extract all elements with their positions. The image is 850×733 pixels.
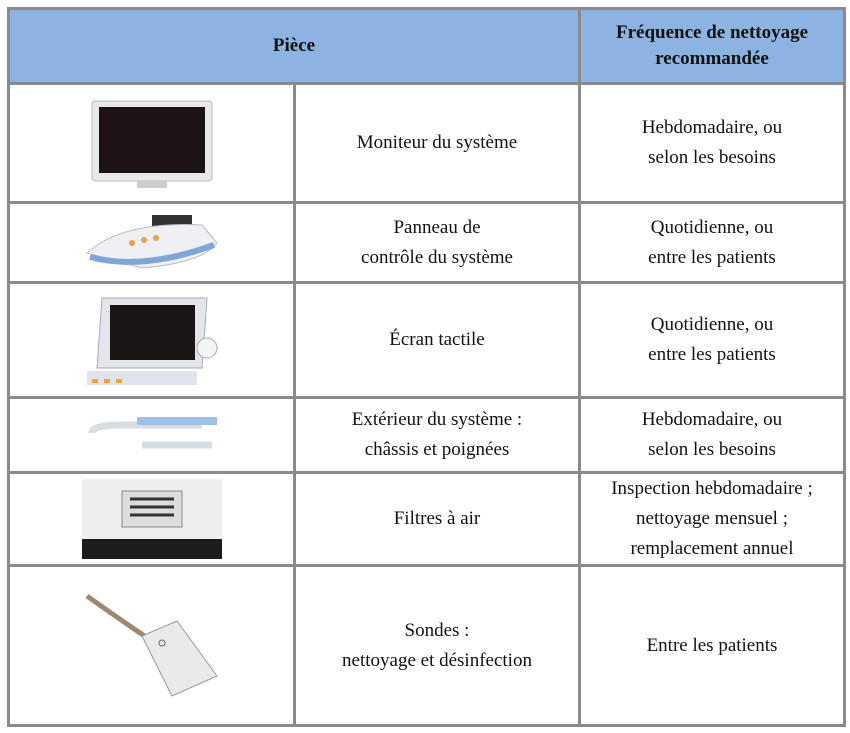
part-cell: Filtres à air	[293, 471, 581, 567]
header-text: Pièce	[272, 35, 316, 56]
frequency-text: entre les patients	[648, 246, 776, 268]
frequency-cell: Hebdomadaire, ou selon les besoins	[578, 396, 846, 474]
row: Moniteur du système Hebdomadaire, ou selon…	[7, 82, 846, 204]
part-text: Filtres à air	[393, 508, 481, 529]
cleaning-table: Pièce Fréquence de nettoyage recommandée …	[7, 7, 846, 727]
part-text: contrôle du système	[361, 246, 513, 268]
frequency-text: Entre les patients	[646, 634, 778, 656]
frequency-cell: Inspection hebdomadaire ; nettoyage mensu…	[578, 471, 846, 567]
frequency-text: selon les besoins	[648, 439, 776, 460]
frequency-cell: Entre les patients	[578, 564, 846, 727]
part-text: nettoyage et désinfection	[342, 649, 532, 671]
part-cell: Moniteur du système	[293, 82, 581, 204]
part-cell: Écran tactile	[293, 281, 581, 399]
frequency-text: Quotidienne, ou	[650, 216, 774, 238]
frequency-cell: Quotidienne, ou entre les patients	[578, 201, 846, 284]
part-image	[7, 82, 296, 204]
header-row: Pièce Fréquence de nettoyage recommandée	[7, 7, 846, 85]
header-text: Fréquence de nettoyage	[615, 22, 809, 43]
frequency-text: entre les patients	[648, 344, 776, 365]
header-frequency: Fréquence de nettoyage recommandée	[578, 7, 846, 85]
part-cell: Panneau de contrôle du système	[293, 201, 581, 284]
part-image	[7, 564, 296, 727]
part-text: Panneau de	[393, 216, 481, 238]
frequency-text: Hebdomadaire, ou	[641, 409, 783, 430]
part-cell: Sondes : nettoyage et désinfection	[293, 564, 581, 727]
part-image	[7, 396, 296, 474]
row: Extérieur du système : châssis et poignée…	[7, 396, 846, 474]
part-cell: Extérieur du système : châssis et poignée…	[293, 396, 581, 474]
part-text: châssis et poignées	[364, 439, 510, 460]
part-image	[7, 471, 296, 567]
frequency-cell: Quotidienne, ou entre les patients	[578, 281, 846, 399]
frequency-text: remplacement annuel	[630, 538, 794, 559]
row: Filtres à air Inspection hebdomadaire ; ne…	[7, 471, 846, 567]
part-text: Moniteur du système	[356, 132, 518, 153]
part-text: Sondes :	[404, 619, 470, 641]
frequency-text: Hebdomadaire, ou	[641, 117, 783, 138]
header-part: Pièce	[7, 7, 581, 85]
part-image	[7, 201, 296, 284]
frequency-text: Quotidienne, ou	[650, 314, 774, 335]
frequency-text: nettoyage mensuel ;	[636, 508, 788, 529]
row: Sondes : nettoyage et désinfection Entre l…	[7, 564, 846, 727]
part-image	[7, 281, 296, 399]
part-text: Écran tactile	[389, 329, 485, 350]
part-text: Extérieur du système :	[351, 409, 523, 430]
frequency-cell: Hebdomadaire, ou selon les besoins	[578, 82, 846, 204]
row: Écran tactile Quotidienne, ou entre les pa…	[7, 281, 846, 399]
row: Panneau de contrôle du système Quotidienne…	[7, 201, 846, 284]
header-text: recommandée	[655, 48, 769, 69]
frequency-text: Inspection hebdomadaire ;	[611, 478, 813, 499]
frequency-text: selon les besoins	[648, 147, 776, 168]
